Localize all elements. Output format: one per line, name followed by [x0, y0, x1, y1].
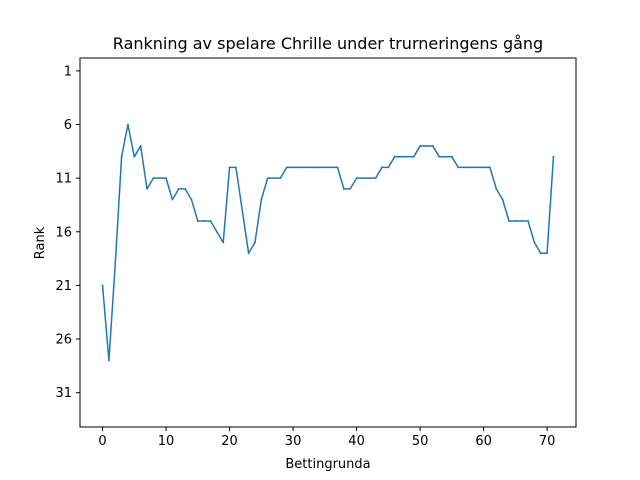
data-point [349, 187, 352, 190]
data-point [552, 155, 555, 158]
data-point [317, 166, 320, 169]
data-point [476, 166, 479, 169]
data-point [222, 241, 225, 244]
data-point [520, 220, 523, 222]
data-point [196, 220, 199, 222]
data-point [457, 166, 460, 169]
data-point [374, 177, 377, 180]
data-point [387, 166, 390, 169]
series-line-0 [101, 123, 555, 362]
x-tick-label: 30 [285, 434, 302, 449]
x-tick-label: 60 [475, 434, 492, 449]
data-point [527, 220, 529, 222]
data-point [393, 155, 396, 158]
data-point [235, 166, 237, 169]
data-point [152, 177, 155, 180]
data-point [254, 241, 256, 244]
data-point [539, 252, 542, 255]
data-point [133, 155, 136, 158]
x-tick-label: 20 [221, 434, 238, 449]
data-point [342, 187, 345, 190]
data-point [495, 187, 498, 190]
data-point [381, 166, 383, 169]
data-point [419, 145, 421, 147]
data-point [368, 177, 371, 180]
x-tick-label: 50 [412, 434, 429, 449]
data-point [241, 209, 244, 212]
data-point [514, 220, 517, 222]
data-point [127, 123, 129, 126]
data-point [311, 166, 314, 169]
data-point [355, 177, 358, 180]
data-point [508, 220, 510, 222]
data-point [304, 166, 307, 169]
data-point [323, 166, 326, 169]
data-point [406, 155, 409, 158]
data-point [444, 155, 447, 158]
data-point [298, 166, 301, 169]
data-point [114, 263, 117, 265]
data-point [425, 145, 428, 147]
data-point [228, 166, 231, 169]
data-point [177, 187, 180, 190]
axes-frame [79, 57, 577, 428]
data-point [412, 155, 415, 158]
data-point [292, 166, 294, 169]
data-point [450, 155, 453, 158]
data-point [279, 177, 282, 180]
data-point [533, 241, 536, 244]
x-axis-label: Bettingrunda [285, 457, 370, 472]
data-point [463, 166, 466, 169]
data-point [330, 166, 333, 169]
data-point [190, 198, 193, 201]
y-tick-label: 16 [55, 225, 72, 240]
data-point [489, 166, 491, 169]
data-point [266, 177, 269, 180]
data-point [209, 220, 212, 222]
data-point [184, 187, 187, 190]
x-tick-label: 10 [158, 434, 175, 449]
data-point [203, 220, 206, 222]
data-point [120, 155, 123, 158]
data-point [171, 198, 174, 201]
y-tick-label: 6 [64, 118, 72, 133]
data-point [101, 284, 104, 287]
data-point [400, 155, 402, 158]
data-point [273, 177, 275, 180]
data-point [285, 166, 288, 169]
x-tick-label: 40 [348, 434, 365, 449]
y-tick-label: 21 [55, 279, 72, 294]
data-point [158, 177, 161, 180]
y-axis-label: Rank [33, 226, 48, 259]
data-point [108, 359, 110, 362]
data-point [546, 252, 548, 255]
data-point [247, 252, 250, 255]
data-point [260, 198, 263, 201]
data-point [165, 177, 167, 180]
chart-title: Rankning av spelare Chrille under trurne… [113, 34, 543, 53]
data-point [482, 166, 485, 169]
x-tick-label: 70 [539, 434, 556, 449]
data-point [139, 145, 142, 147]
data-point [501, 198, 504, 201]
data-point [146, 187, 148, 190]
y-tick-label: 26 [55, 333, 72, 348]
data-point [336, 166, 339, 169]
data-point [215, 230, 218, 233]
data-point [469, 166, 472, 169]
data-point [438, 155, 441, 158]
x-tick-label: 0 [98, 434, 106, 449]
y-tick-label: 11 [55, 172, 72, 187]
y-tick-label: 1 [64, 64, 72, 79]
data-point [362, 177, 364, 180]
data-point [431, 145, 434, 147]
y-tick-label: 31 [55, 386, 72, 401]
